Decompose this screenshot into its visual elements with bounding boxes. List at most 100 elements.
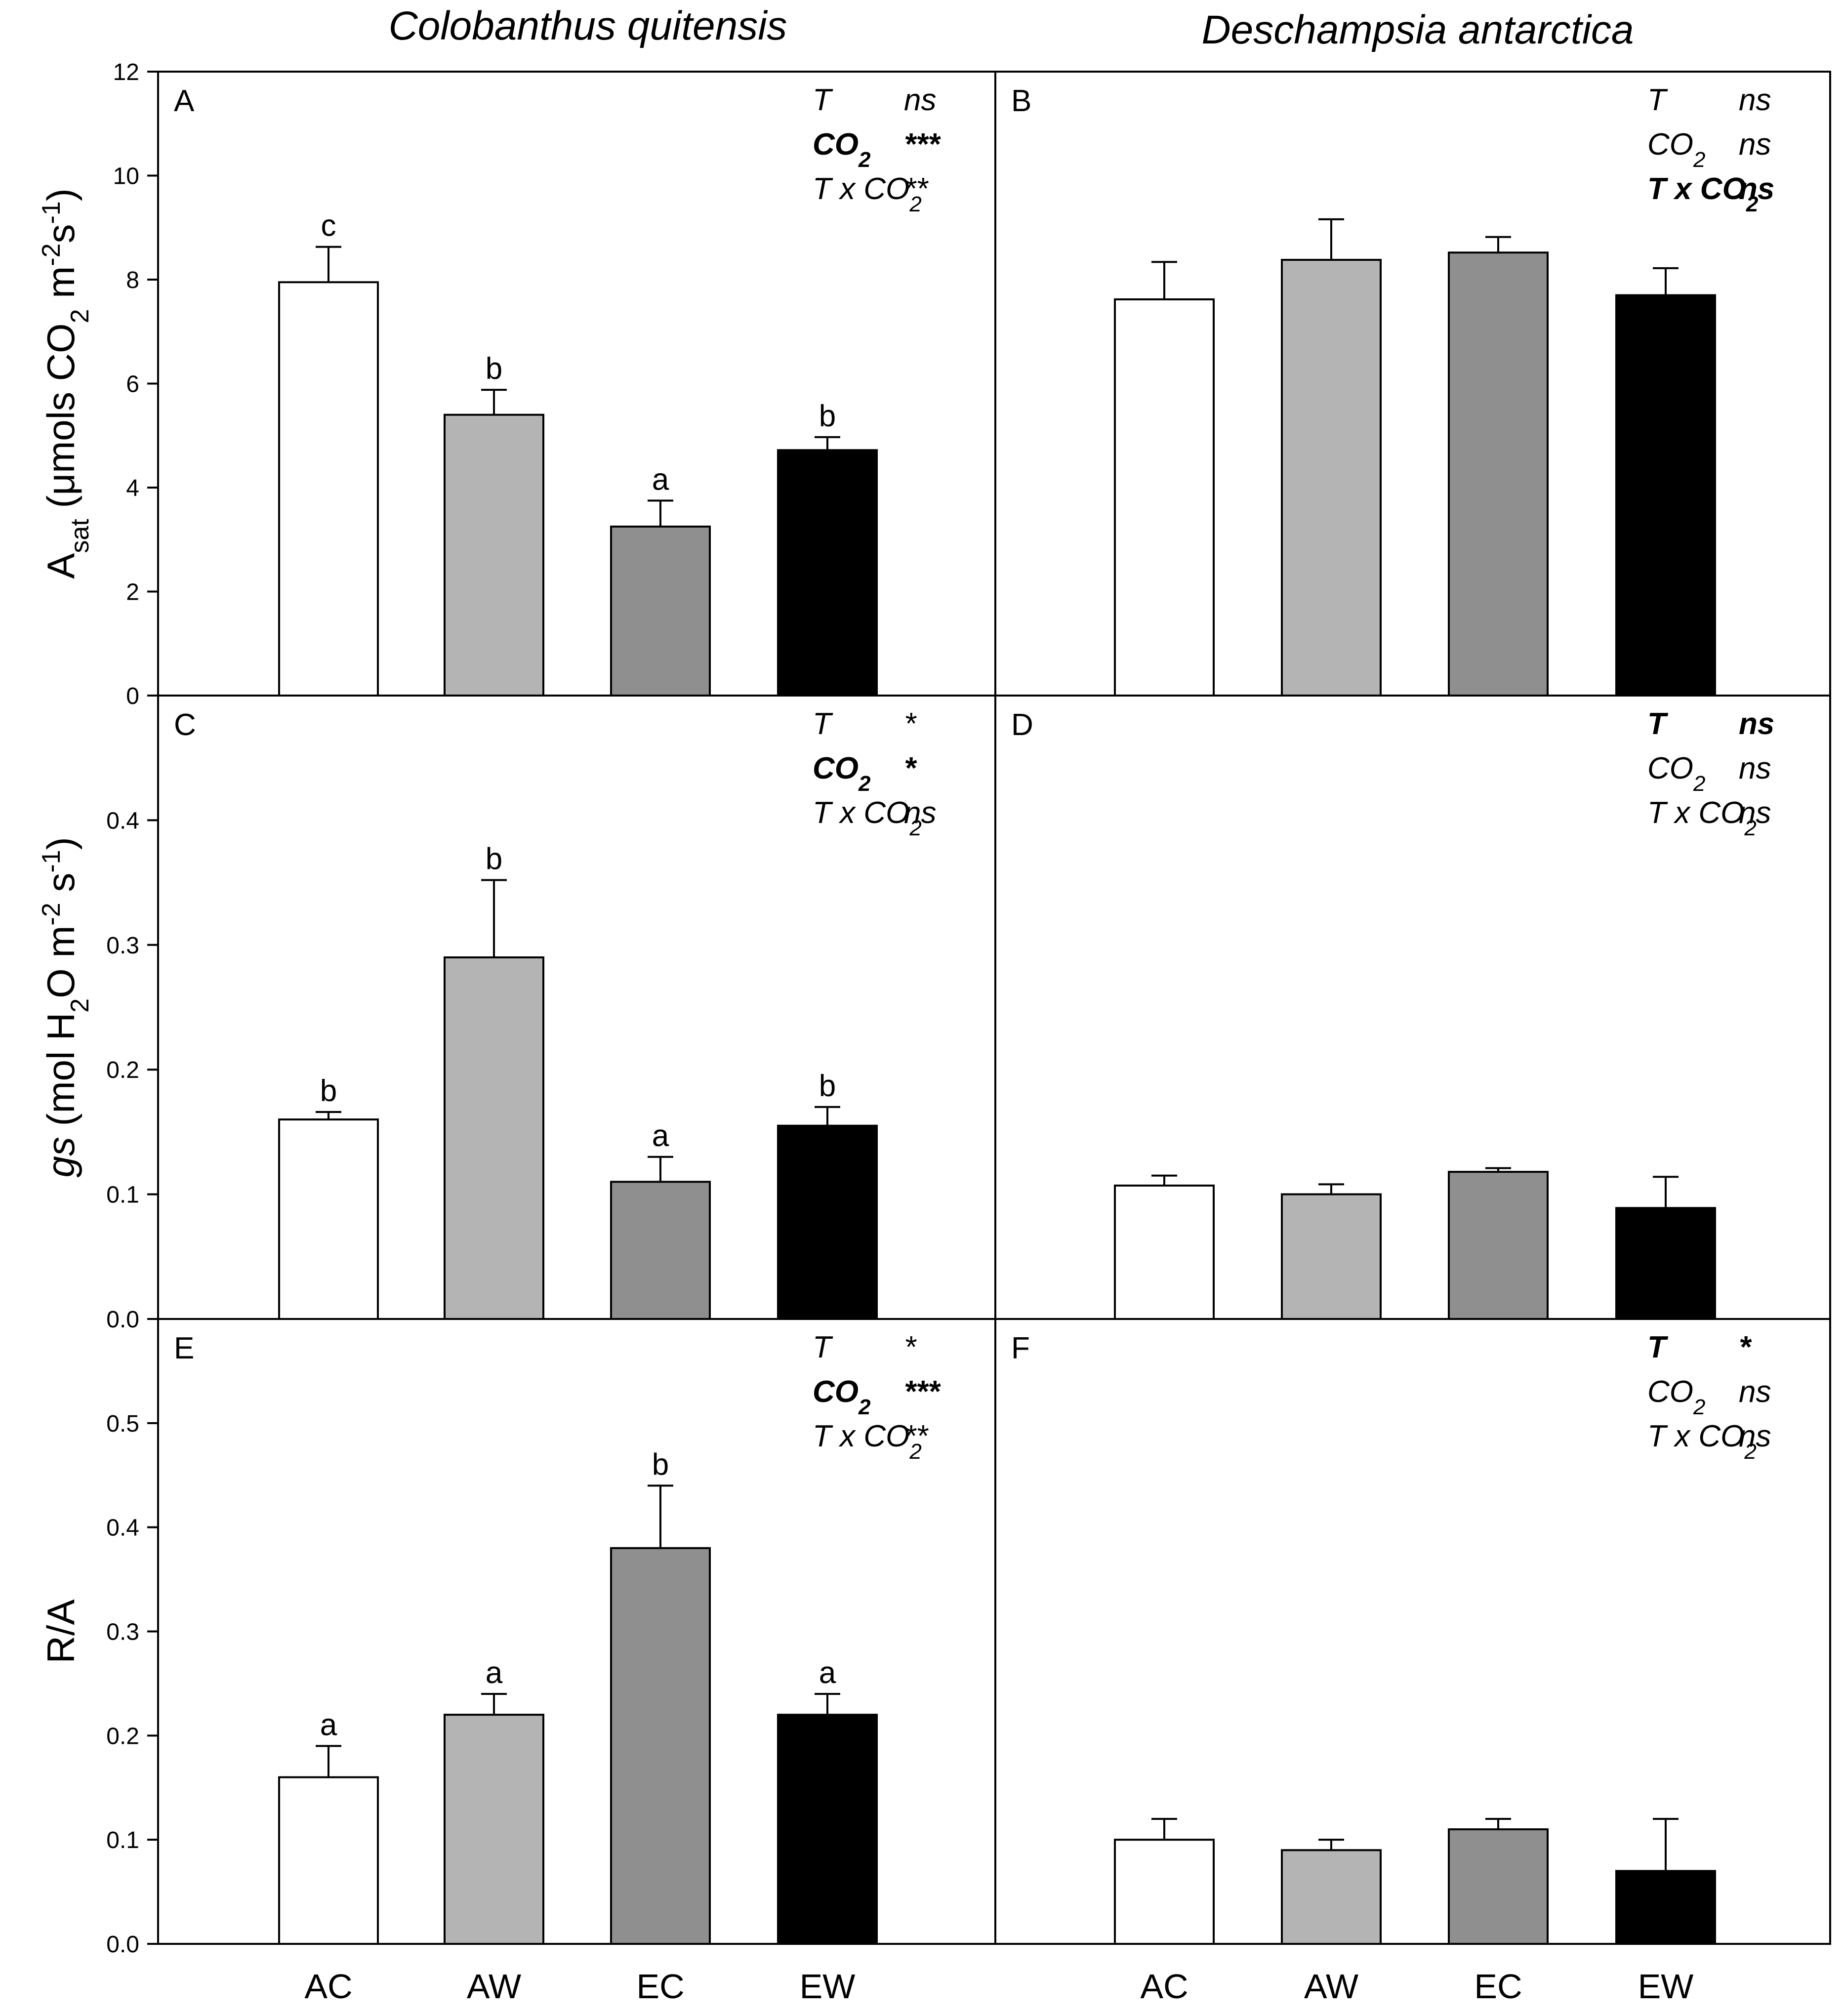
category-label-ew: EW — [800, 1967, 856, 2006]
y-label-text: s — [39, 873, 82, 903]
bar-ac — [278, 1118, 379, 1320]
panel-letter: B — [1011, 84, 1031, 118]
stat-result: ns — [1739, 1375, 1771, 1409]
category-label-ec: EC — [1474, 1967, 1522, 2006]
y-tick-label: 4 — [126, 475, 139, 501]
y-axis-label: R/A — [39, 1599, 82, 1663]
stat-term-sub: 2 — [1693, 772, 1705, 796]
panel-letter: A — [174, 84, 195, 118]
category-label-ac: AC — [304, 1967, 352, 2006]
stat-result: ns — [1739, 172, 1774, 206]
stat-term: CO2 — [1647, 1375, 1705, 1419]
y-label-sup: -2 — [37, 903, 66, 925]
y-label-sup: -2 — [37, 244, 66, 266]
y-tick-label: 0.1 — [106, 1827, 139, 1853]
y-tick-label: 0.1 — [106, 1182, 139, 1208]
y-tick-label: 0.3 — [106, 1619, 139, 1646]
bar-aw — [444, 956, 544, 1320]
stat-result: ns — [1739, 83, 1771, 117]
bar-ec — [610, 1547, 711, 1945]
category-label-ac: AC — [1140, 1967, 1188, 2006]
stat-term-sub: 2 — [1693, 1395, 1705, 1419]
bar-ew — [777, 1124, 878, 1320]
y-tick-label: 0.4 — [106, 1515, 139, 1541]
y-label-text: m — [39, 266, 82, 309]
stat-result: ns — [904, 83, 936, 117]
stat-term-text: CO — [813, 1375, 859, 1409]
panel-letter: D — [1011, 708, 1033, 742]
bar-ec — [610, 1181, 711, 1320]
stat-result: ns — [904, 796, 936, 830]
stat-term: T x CO2 — [1647, 172, 1759, 216]
stat-term: CO2 — [1647, 127, 1705, 172]
y-label-sub: 2 — [66, 309, 94, 323]
y-label-sub: 2 — [66, 998, 94, 1013]
stat-term: CO2 — [813, 127, 871, 172]
stat-term: T — [813, 83, 833, 117]
stat-term-sub: 2 — [1744, 1440, 1756, 1464]
y-tick-label: 0.4 — [106, 808, 139, 834]
y-label-text: ) — [39, 188, 82, 201]
significance-letter: b — [486, 842, 502, 876]
bar-ac — [278, 1776, 379, 1945]
stat-term: T — [813, 1330, 833, 1364]
bar-ew — [1615, 1870, 1716, 1945]
y-axis-label: gs (mol H2O m-2 s-1) — [37, 837, 94, 1177]
stat-term: T x CO2 — [813, 1419, 922, 1464]
stat-term: T x CO2 — [1647, 1419, 1757, 1464]
stat-term-text: T x CO — [813, 796, 909, 830]
stat-result: * — [1739, 1330, 1752, 1364]
stat-term-text: CO — [813, 127, 859, 162]
species-title-left: Colobanthus quitensis — [389, 3, 787, 48]
significance-letter: b — [486, 352, 502, 386]
bar-ac — [1114, 1839, 1215, 1945]
stat-term-sub: 2 — [858, 1395, 871, 1419]
y-tick-label: 12 — [113, 59, 139, 85]
stat-term: T — [813, 707, 833, 741]
stat-result: *** — [904, 1375, 941, 1409]
stat-term-text: T x CO — [1647, 172, 1746, 206]
stat-term-sub: 2 — [909, 816, 921, 840]
stat-term-text: T — [813, 83, 833, 117]
bar-aw — [1281, 259, 1382, 697]
y-label-main: A — [39, 553, 82, 579]
y-label-text: O m — [39, 926, 82, 998]
bar-ec — [1448, 1171, 1549, 1320]
stat-term: T x CO2 — [1647, 796, 1757, 840]
bar-aw — [444, 1714, 544, 1945]
stat-result: * — [904, 1330, 917, 1364]
significance-letter: c — [321, 209, 336, 243]
y-label-sub: sat — [66, 519, 94, 553]
bar-aw — [1281, 1193, 1382, 1320]
significance-letter: b — [819, 1069, 836, 1103]
stat-term-text: CO — [1647, 1375, 1693, 1409]
significance-letter: a — [652, 462, 669, 496]
y-label-sup: -1 — [37, 201, 66, 224]
y-label-main: R/A — [39, 1599, 82, 1663]
bar-ac — [1114, 1184, 1215, 1320]
y-tick-label: 8 — [126, 267, 139, 293]
bar-ew — [1615, 294, 1716, 697]
stat-term: T x CO2 — [813, 172, 922, 216]
stat-result: ns — [1739, 796, 1771, 830]
stat-term-sub: 2 — [909, 1440, 921, 1464]
significance-letter: b — [652, 1447, 669, 1481]
y-tick-label: 0.0 — [106, 1307, 139, 1333]
stat-term-text: T x CO — [1647, 1419, 1744, 1453]
stat-term-text: CO — [1647, 751, 1693, 785]
stat-term-text: T — [813, 1330, 833, 1364]
category-label-aw: AW — [1304, 1967, 1358, 2006]
y-tick-label: 0.2 — [106, 1057, 139, 1083]
bar-ew — [1615, 1207, 1716, 1320]
y-tick-label: 6 — [126, 371, 139, 398]
panel-frame — [994, 1318, 1831, 1945]
y-tick-label: 0 — [126, 683, 139, 709]
panel-letter: E — [174, 1331, 194, 1365]
y-tick-label: 0.5 — [106, 1411, 139, 1437]
stat-term: CO2 — [1647, 751, 1705, 796]
